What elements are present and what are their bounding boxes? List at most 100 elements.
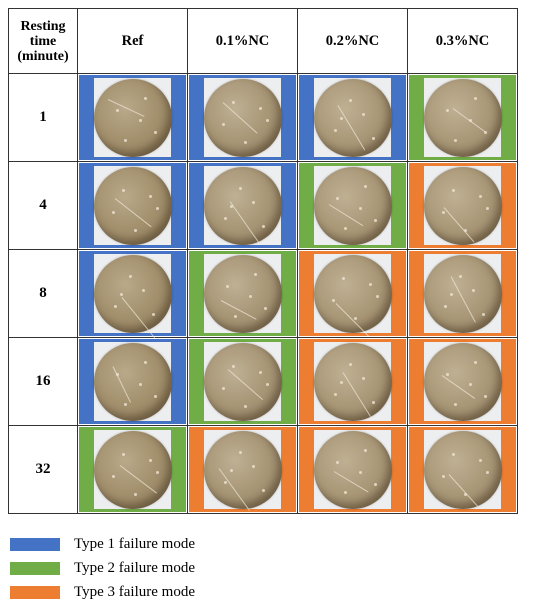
resting-time-cell: 1 [8,73,78,162]
surface-pore [371,136,375,140]
specimen-photo [203,78,282,157]
surface-crack [107,98,144,117]
failure-mode-background [409,163,516,248]
specimen-cell [407,249,518,338]
surface-pore [133,492,137,496]
surface-pore [453,138,457,142]
table-row: 16 [8,337,518,426]
surface-pore [363,184,367,188]
table-row: 32 [8,425,518,514]
surface-pore [263,306,267,310]
surface-pore [155,206,159,210]
specimen-cell [407,161,518,250]
surface-crack [112,365,131,403]
surface-pore [223,216,227,220]
surface-pore [251,464,255,468]
specimen-cell [187,337,298,426]
surface-pore [221,386,225,390]
specimen-cell [407,337,518,426]
failure-mode-background [79,427,186,512]
surface-pore [478,458,482,462]
surface-pore [153,394,157,398]
specimen-photo [93,78,172,157]
surface-pore [243,140,247,144]
surface-pore [353,316,357,320]
failure-mode-background [189,251,296,336]
surface-pore [335,460,339,464]
specimen-photo [423,430,502,509]
failure-mode-background [189,427,296,512]
failure-mode-background [299,251,406,336]
specimen-photo [313,166,392,245]
legend-label: Type 3 failure mode [74,584,195,600]
specimen-cell [407,73,518,162]
surface-pore [111,210,115,214]
specimen-cell [77,249,188,338]
surface-pore [375,294,379,298]
photo-backdrop [93,166,172,245]
surface-pore [223,480,227,484]
surface-pore [343,226,347,230]
specimen-photo [313,430,392,509]
specimen-cell [187,249,298,338]
surface-pore [121,452,125,456]
surface-pore [141,288,145,292]
specimen-cell [187,73,298,162]
surface-pore [265,382,269,386]
failure-mode-background [79,339,186,424]
failure-mode-background [189,75,296,160]
specimen-photo [423,78,502,157]
column-header-ref: Ref [77,8,188,74]
surface-pore [258,370,262,374]
photo-backdrop [313,430,392,509]
failure-mode-background [79,251,186,338]
surface-pore [361,376,365,380]
surface-pore [483,394,487,398]
surface-pore [119,292,123,296]
specimen-photo [423,254,502,333]
surface-crack [441,374,475,399]
resting-time-cell: 16 [8,337,78,426]
specimen-cell [297,249,408,338]
surface-pore [373,482,377,486]
surface-pore [248,294,252,298]
photo-backdrop [423,78,502,157]
surface-crack [229,200,260,244]
legend-item-type1: Type 1 failure mode [8,535,228,555]
specimen-cell [297,425,408,514]
photo-backdrop [203,166,282,245]
resting-time-header-line: Resting [20,18,66,34]
photo-backdrop [93,254,172,338]
specimen-photo [313,254,392,336]
table-row: 8 [8,249,518,338]
surface-crack [222,101,258,134]
surface-pore [221,122,225,126]
specimen-cell [187,425,298,514]
surface-pore [483,130,487,134]
legend-item-type3: Type 3 failure mode [8,583,228,603]
surface-pore [148,458,152,462]
surface-pore [449,292,453,296]
photo-backdrop [313,254,392,336]
surface-pore [231,100,235,104]
surface-pore [333,392,337,396]
surface-pore [445,108,449,112]
surface-pore [373,218,377,222]
surface-crack [337,104,365,150]
surface-pore [348,362,352,366]
surface-pore [233,314,237,318]
surface-pore [113,304,117,308]
surface-pore [361,112,365,116]
specimen-cell [77,161,188,250]
resting-time-header: Resting time (minute) [8,8,78,74]
legend-swatch [10,538,60,551]
specimen-cell [77,73,188,162]
surface-pore [121,188,125,192]
surface-pore [148,194,152,198]
surface-crack [448,473,480,509]
surface-pore [358,206,362,210]
photo-backdrop [93,78,172,157]
column-header-0-3-nc: 0.3%NC [407,8,518,74]
surface-pore [225,284,229,288]
specimen-photo [423,342,502,421]
